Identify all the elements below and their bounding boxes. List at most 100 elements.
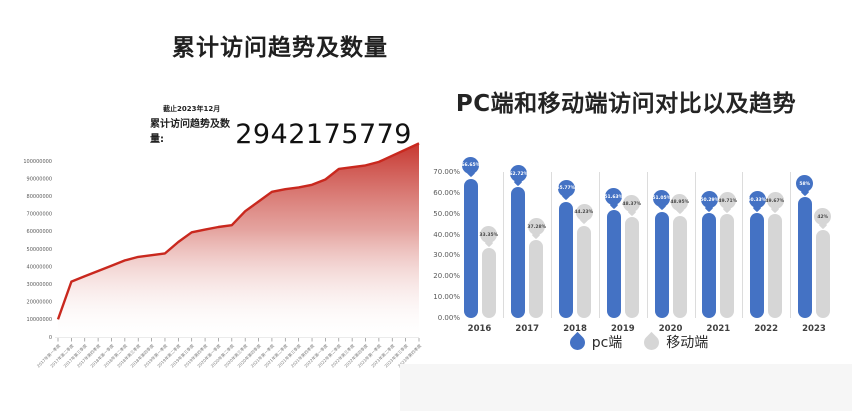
right-chart-title: PC端和移动端访问对比以及趋势 <box>455 91 797 117</box>
mobile-value-balloon: 37.28% <box>526 218 546 236</box>
balloon-value: 51.05% <box>652 195 671 201</box>
annotation-label: 累计访问趋势及数量: <box>150 119 230 145</box>
mobile-bar <box>815 230 830 318</box>
x-axis-tick-label: 2021年第二季度 <box>262 342 288 368</box>
annotation-total-value: 2942175779 <box>235 119 412 150</box>
balloon-value: 62.72% <box>508 171 528 177</box>
annotation-date: 截止2023年12月 <box>162 105 221 113</box>
x-axis-tick-label: 2022年第一季度 <box>303 342 329 368</box>
year-label: 2018 <box>563 324 587 334</box>
pc-bar <box>511 187 526 318</box>
pc-bar <box>654 211 669 318</box>
annotation-labels: 截止2023年12月 累计访问趋势及数量: <box>150 104 230 148</box>
pc-value-balloon: 50.33% <box>747 191 767 209</box>
balloon-value: 42% <box>817 214 829 220</box>
mobile-bar <box>529 240 544 318</box>
balloon-value: 48.95% <box>670 199 689 205</box>
balloon-value: 51.63% <box>604 194 624 200</box>
balloon-value: 66.65% <box>461 162 480 168</box>
balloon-value: 44.23% <box>574 209 594 215</box>
year-label: 2020 <box>658 324 683 334</box>
bar-plot: 0.00% 10.00% 20.00% 30.00% 40.00% 50.00% 60.00… <box>426 0 852 411</box>
pc-bar <box>750 213 765 318</box>
year-label: 2022 <box>754 324 778 334</box>
y-axis-tick-label: 60000000 <box>27 229 52 235</box>
y-axis-tick-label: 60.00% <box>433 188 460 197</box>
group-separator <box>503 172 505 318</box>
y-axis-tick-label: 20000000 <box>27 300 52 306</box>
year-label: 2019 <box>610 324 635 334</box>
y-axis-tick-label: 70000000 <box>27 212 52 218</box>
x-axis-tick-label: 2023年第一季度 <box>356 342 382 368</box>
legend: pc端 移动端 <box>426 331 852 353</box>
y-axis-tick-label: 0.00% <box>437 314 460 322</box>
group-separator <box>742 172 744 318</box>
pc-value-balloon: 62.72% <box>508 165 528 183</box>
y-axis-tick-label: 40.00% <box>433 230 460 239</box>
x-axis-tick-label: 2017年第四季度 <box>75 342 101 368</box>
total-annotation: 截止2023年12月 累计访问趋势及数量: 2942175779 <box>150 104 412 148</box>
balloon-value: 49.71% <box>718 198 737 204</box>
x-axis-tick-label: 2019年第三季度 <box>169 342 195 368</box>
pc-bar <box>463 178 478 318</box>
background-band <box>400 364 852 411</box>
mobile-value-balloon: 44.23% <box>574 203 594 221</box>
mobile-value-balloon: 49.67% <box>765 192 785 210</box>
x-axis-tick-label: 2018年第四季度 <box>129 342 155 368</box>
mobile-value-balloon: 33.35% <box>479 226 498 244</box>
y-axis-tick-label: 70.00% <box>433 168 460 176</box>
legend-item-pc: pc端 <box>566 331 622 353</box>
pc-value-balloon: 58% <box>796 175 814 193</box>
year-label: 2023 <box>802 324 826 334</box>
y-axis-tick-label: 90000000 <box>27 176 52 182</box>
y-axis-tick-label: 10000000 <box>27 317 52 323</box>
area-plot: 0 10000000 20000000 30000000 40000000 5000000… <box>0 133 426 399</box>
pc-value-balloon: 55.77% <box>557 179 575 197</box>
balloon-value: 37.28% <box>526 224 546 230</box>
mobile-bar <box>624 217 639 318</box>
y-axis-tick-label: 80000000 <box>27 194 52 200</box>
pc-bar <box>559 201 574 318</box>
area-fill <box>58 143 419 337</box>
y-axis-tick-label: 100000000 <box>23 159 52 165</box>
balloon-value: 50.33% <box>747 197 767 203</box>
mobile-bar <box>481 248 496 318</box>
droplet-icon <box>641 331 663 353</box>
y-axis-tick-label: 30.00% <box>433 251 460 260</box>
pc-bar <box>606 210 621 318</box>
pc-value-balloon: 51.05% <box>652 189 671 207</box>
group-separator <box>790 172 792 318</box>
balloon-value: 58% <box>799 181 811 187</box>
year-label: 2016 <box>467 324 492 334</box>
legend-label: 移动端 <box>666 335 709 351</box>
pc-bar <box>702 213 717 318</box>
x-axis-tick-label: 2020年第二季度 <box>209 342 235 368</box>
x-axis-tick-label: 2022年第四季度 <box>343 342 369 368</box>
pc-value-balloon: 66.65% <box>461 156 480 174</box>
pc-value-balloon: 51.63% <box>604 188 624 206</box>
y-axis-tick-label: 50000000 <box>27 247 52 253</box>
balloon-value: 33.35% <box>479 232 498 238</box>
mobile-value-balloon: 48.37% <box>622 195 641 213</box>
y-axis-tick-label: 10.00% <box>433 293 460 302</box>
pc-vs-mobile-chart: PC端和移动端访问对比以及趋势 0.00% 10.00% 20.00% 30.00% 4… <box>426 0 852 411</box>
mobile-value-balloon: 48.95% <box>670 193 689 211</box>
x-axis-tick-label: 2020年第三季度 <box>222 342 248 368</box>
area-line <box>56 142 420 320</box>
x-axis-tick-label: 2018年第一季度 <box>89 342 115 368</box>
mobile-bar <box>768 214 783 318</box>
legend-item-mobile: 移动端 <box>641 331 709 353</box>
balloon-value: 49.67% <box>765 198 785 204</box>
group-separator <box>551 172 553 318</box>
balloon-value: 50.29% <box>700 197 719 203</box>
droplet-icon <box>566 331 588 353</box>
mobile-bar <box>720 214 735 318</box>
left-chart-title: 累计访问趋势及数量 <box>172 35 388 61</box>
mobile-bar <box>577 225 592 318</box>
mobile-value-balloon: 49.71% <box>718 192 737 210</box>
y-axis-tick-label: 40000000 <box>27 264 52 270</box>
y-axis-tick-label: 0 <box>49 335 52 341</box>
year-label: 2017 <box>515 324 540 334</box>
y-axis-tick-label: 30000000 <box>27 282 52 288</box>
